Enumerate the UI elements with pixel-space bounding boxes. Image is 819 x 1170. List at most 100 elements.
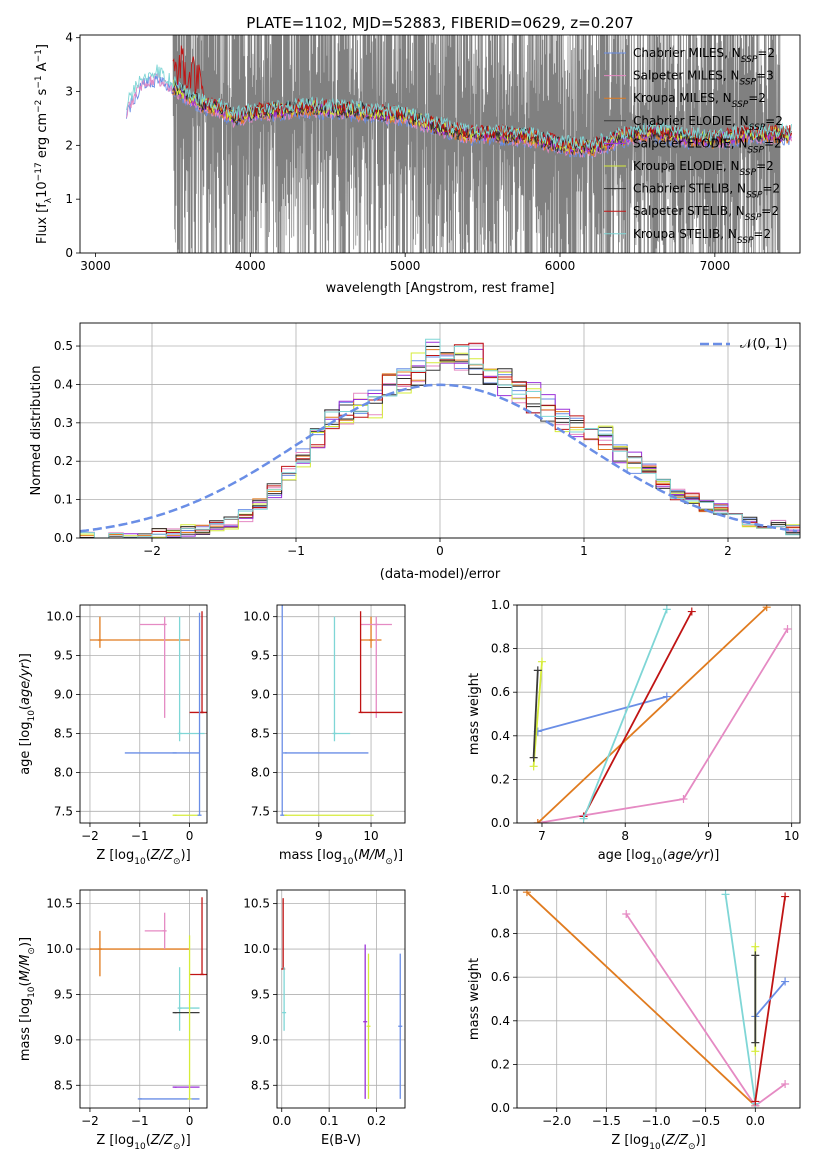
- series-marker: [579, 814, 588, 823]
- label-part: Z [log: [611, 1133, 649, 1148]
- label-part: )]: [181, 1133, 191, 1148]
- y-tick-label: 9.0: [54, 1033, 73, 1047]
- y-tick-label: 0.0: [491, 816, 510, 830]
- legend-label: 𝒩(0, 1): [740, 337, 787, 352]
- y-tick-label: 10.0: [46, 942, 73, 956]
- label-part: age/yr: [667, 848, 710, 863]
- label-part: Z/Z: [150, 1133, 174, 1148]
- label-part: −1: [34, 49, 44, 62]
- x-axis-label: E(B-V): [321, 1133, 361, 1148]
- label-part: SSP: [749, 123, 766, 133]
- label-part: SSP: [741, 55, 758, 65]
- axes-frame: [79, 889, 208, 1109]
- series-marker: [751, 942, 760, 951]
- x-tick-label: −2: [143, 544, 161, 558]
- y-tick-label: 3: [65, 85, 73, 99]
- series-marker: [687, 607, 696, 616]
- plot-area: [89, 897, 207, 1100]
- series-marker: [622, 909, 631, 918]
- y-tick-label: 8.5: [54, 1078, 73, 1092]
- axes-mass_vs_Z: −2 −1 08.59.09.510.010.5Z [log10(Z/Z⊙)]mas…: [18, 889, 208, 1152]
- x-tick-label: 3000: [80, 259, 111, 273]
- model-spectrum-line: [172, 45, 793, 151]
- x-axis-label: Z [log10(Z/Z⊙)]: [96, 848, 190, 867]
- series-marker: [679, 795, 688, 804]
- label-part: M/M: [18, 955, 33, 982]
- series-marker: [751, 1097, 760, 1106]
- x-tick-label: 0.1: [320, 1114, 339, 1128]
- legend-label: Chabrier ELODIE, NSSP=2: [633, 114, 783, 133]
- label-part: SSP: [732, 100, 749, 110]
- series-line: [537, 628, 789, 823]
- series-marker: [781, 892, 790, 901]
- y-tick-label: 9.5: [251, 649, 270, 663]
- axes-spectrum: 3000 4000 5000 6000 7000 0 1 2 3 4 PLATE=1102, MJD…: [34, 14, 801, 296]
- label-part: (: [18, 705, 33, 710]
- x-tick-label: −0.5: [691, 1114, 720, 1128]
- legend-label: Salpeter MILES, NSSP=3: [633, 69, 774, 88]
- label-part: age [log: [18, 722, 33, 775]
- y-tick-label: 0.5: [54, 339, 73, 353]
- y-axis-label: mass weight: [467, 958, 482, 1040]
- y-tick-label: 10.0: [243, 942, 270, 956]
- histogram-series: [80, 341, 800, 538]
- y-tick-label: 9.0: [251, 1033, 270, 1047]
- y-tick-label: 0.8: [491, 642, 510, 656]
- y-tick-label: 0.4: [491, 729, 510, 743]
- y-tick-label: 10.0: [243, 610, 270, 624]
- x-tick-label: 8: [621, 829, 629, 843]
- y-tick-label: 0.2: [491, 772, 510, 786]
- series-line: [537, 695, 668, 733]
- label-part: SSP: [740, 78, 757, 88]
- series-line: [532, 661, 543, 767]
- legend-label: Kroupa STELIB, NSSP=2: [633, 227, 771, 246]
- series-marker: [751, 1038, 760, 1047]
- label-part: age [log: [598, 848, 651, 863]
- label-part: λ: [44, 197, 54, 203]
- legend-label: Salpeter ELODIE, NSSP=2: [633, 136, 782, 155]
- series-marker: [662, 605, 671, 614]
- series-line: [754, 981, 786, 1017]
- label-part: 10: [342, 857, 354, 867]
- plot-area: [522, 890, 790, 1108]
- series-marker: [762, 605, 771, 612]
- y-tick-label: 9.0: [251, 688, 270, 702]
- plot-area: [89, 611, 207, 816]
- normal-curve: [80, 383, 798, 533]
- axes-frame: [516, 889, 801, 1109]
- label-part: A: [35, 62, 50, 75]
- x-tick-label: 6000: [545, 259, 576, 273]
- x-tick-label: −2.0: [542, 1114, 571, 1128]
- label-part: Salpeter ELODIE, N: [633, 136, 747, 150]
- x-tick-label: 0: [436, 544, 444, 558]
- label-part: 10: [651, 857, 663, 867]
- y-tick-label: 0.1: [54, 493, 73, 507]
- label-part: )]: [18, 653, 33, 663]
- label-part: (: [661, 1133, 666, 1148]
- y-tick-label: 0.4: [54, 377, 73, 391]
- label-part: ⊙: [173, 1142, 181, 1152]
- label-part: )]: [696, 1133, 706, 1148]
- label-part: SSP: [747, 145, 764, 155]
- label-part: 10: [134, 857, 146, 867]
- plot-area: [280, 605, 403, 816]
- series-line: [526, 891, 756, 1107]
- y-tick-label: 10.0: [46, 610, 73, 624]
- x-tick-label: 10: [784, 829, 799, 843]
- label-part: =2: [753, 227, 771, 241]
- x-tick-label: 0.0: [272, 1114, 291, 1128]
- label-part: age/yr: [18, 662, 33, 705]
- label-part: Flux [f: [35, 203, 50, 244]
- x-tick-label: 0: [186, 1114, 194, 1128]
- series-marker: [533, 666, 542, 675]
- chart-title: PLATE=1102, MJD=52883, FIBERID=0629, z=0…: [246, 14, 633, 32]
- y-tick-label: 0.2: [54, 454, 73, 468]
- x-axis-label: (data-model)/error: [380, 567, 501, 582]
- series-marker: [662, 692, 671, 701]
- axes-frame: [79, 604, 208, 824]
- y-tick-label: 10.5: [46, 897, 73, 911]
- x-tick-label: 0.2: [367, 1114, 386, 1128]
- axes-frame: [276, 604, 406, 824]
- label-part: ⊙: [173, 857, 181, 867]
- legend-label: Chabrier STELIB, NSSP=2: [633, 182, 780, 201]
